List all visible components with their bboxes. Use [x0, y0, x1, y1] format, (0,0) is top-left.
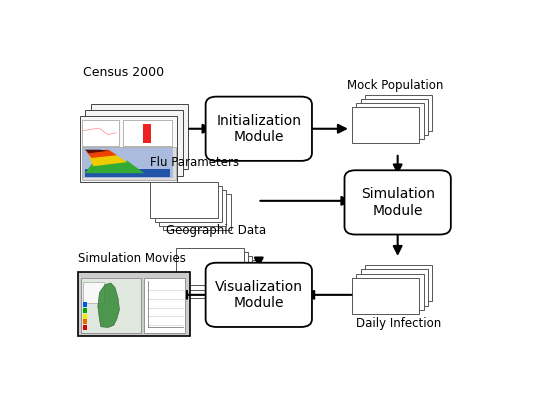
Text: Census 2000: Census 2000 — [83, 66, 164, 79]
FancyBboxPatch shape — [83, 319, 87, 324]
FancyBboxPatch shape — [344, 170, 451, 234]
FancyBboxPatch shape — [143, 124, 151, 142]
Polygon shape — [86, 150, 117, 158]
FancyBboxPatch shape — [83, 325, 87, 330]
FancyBboxPatch shape — [176, 248, 244, 285]
Text: Geographic Data: Geographic Data — [166, 224, 267, 237]
Text: Simulation Movies: Simulation Movies — [78, 252, 186, 265]
FancyBboxPatch shape — [82, 147, 176, 179]
FancyBboxPatch shape — [81, 278, 141, 333]
FancyBboxPatch shape — [181, 252, 248, 289]
Text: Flu Parameters: Flu Parameters — [150, 157, 240, 169]
FancyBboxPatch shape — [80, 116, 177, 182]
Text: Daily Infection: Daily Infection — [356, 317, 441, 330]
FancyBboxPatch shape — [356, 103, 424, 139]
FancyBboxPatch shape — [83, 302, 87, 307]
Polygon shape — [85, 150, 109, 153]
FancyBboxPatch shape — [78, 272, 190, 336]
Text: Initialization
Module: Initialization Module — [216, 114, 301, 144]
FancyBboxPatch shape — [85, 110, 183, 176]
FancyBboxPatch shape — [352, 278, 419, 314]
FancyBboxPatch shape — [124, 120, 172, 146]
FancyBboxPatch shape — [155, 186, 222, 222]
FancyBboxPatch shape — [356, 274, 424, 310]
FancyBboxPatch shape — [83, 314, 87, 319]
FancyBboxPatch shape — [159, 190, 226, 226]
FancyBboxPatch shape — [144, 278, 185, 333]
FancyBboxPatch shape — [83, 308, 87, 313]
Polygon shape — [85, 161, 144, 173]
Polygon shape — [98, 283, 119, 328]
FancyBboxPatch shape — [352, 107, 419, 143]
FancyBboxPatch shape — [206, 263, 312, 327]
FancyBboxPatch shape — [365, 265, 432, 302]
FancyBboxPatch shape — [83, 282, 104, 303]
FancyBboxPatch shape — [164, 194, 231, 230]
Text: Visualization
Module: Visualization Module — [215, 280, 303, 310]
Polygon shape — [85, 169, 170, 177]
FancyBboxPatch shape — [365, 94, 432, 131]
Text: Mock Population: Mock Population — [347, 79, 444, 92]
FancyBboxPatch shape — [82, 120, 119, 146]
FancyBboxPatch shape — [206, 96, 312, 161]
Polygon shape — [89, 154, 127, 166]
FancyBboxPatch shape — [150, 182, 217, 218]
Text: Simulation
Module: Simulation Module — [361, 187, 435, 217]
FancyBboxPatch shape — [185, 256, 252, 293]
FancyBboxPatch shape — [361, 98, 428, 135]
FancyBboxPatch shape — [189, 260, 256, 298]
FancyBboxPatch shape — [361, 269, 428, 306]
FancyBboxPatch shape — [83, 148, 173, 178]
FancyBboxPatch shape — [91, 104, 189, 169]
